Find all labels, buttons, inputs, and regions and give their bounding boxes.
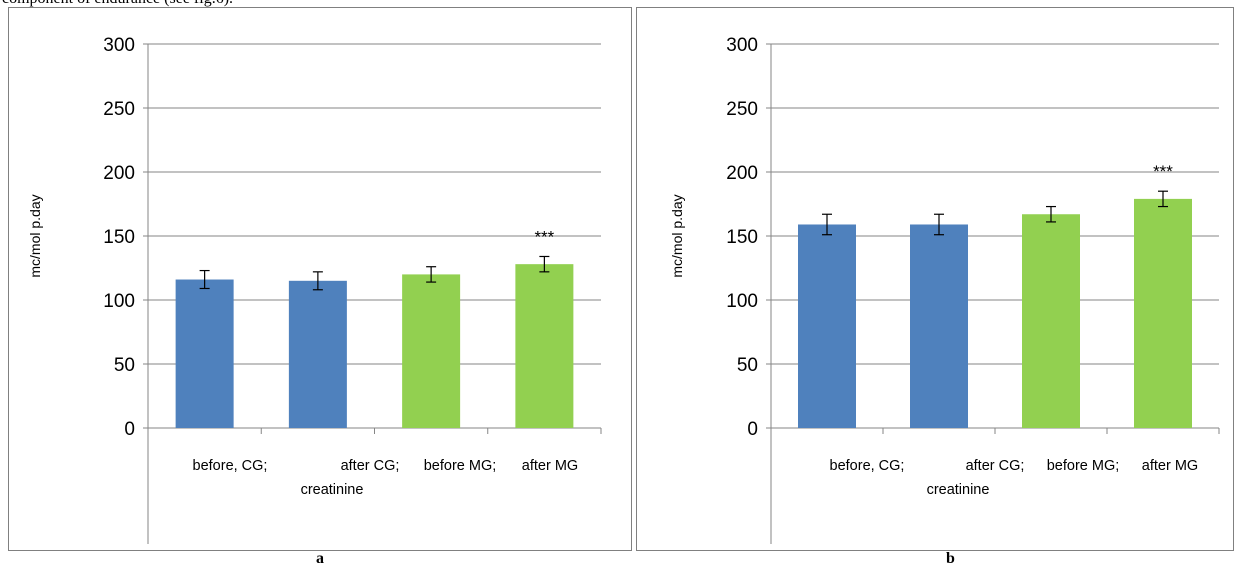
category-label: before, CG; <box>830 458 905 474</box>
panel-label-b: b <box>946 550 955 567</box>
category-label: after CG; <box>341 458 400 474</box>
y-axis-label: mc/mol p.day <box>27 194 43 277</box>
y-tick-label: 250 <box>726 99 758 120</box>
category-label: after CG; <box>966 458 1025 474</box>
category-label: after MG <box>1142 458 1198 474</box>
significance-annotation: *** <box>1153 162 1173 181</box>
y-tick-label: 50 <box>737 355 758 376</box>
category-label: after MG <box>522 458 578 474</box>
y-tick-label: 100 <box>726 291 758 312</box>
bar-1 <box>175 279 234 428</box>
x-axis-label: creatinine <box>927 482 990 498</box>
y-tick-label: 150 <box>103 227 135 248</box>
bar-1 <box>798 224 856 428</box>
y-tick-label: 50 <box>114 355 135 376</box>
category-label: before, CG; <box>193 458 268 474</box>
y-tick-label: 0 <box>124 419 135 440</box>
intro-text-fragment: component of endurance (see fig.6). <box>2 0 233 8</box>
bar-4 <box>515 264 574 428</box>
y-tick-label: 0 <box>747 419 758 440</box>
y-tick-label: 200 <box>726 163 758 184</box>
bar-2 <box>910 224 968 428</box>
panel-border <box>8 7 632 551</box>
category-label: before MG; <box>424 458 497 474</box>
category-label: before MG; <box>1047 458 1120 474</box>
y-tick-label: 250 <box>103 99 135 120</box>
bar-2 <box>288 280 347 428</box>
panel-label-a: a <box>316 550 324 567</box>
significance-annotation: *** <box>534 227 554 246</box>
chart-panel-a: 0 50 100 150 200 250 300 mc/mol p.day *** before,… <box>8 7 632 551</box>
chart-panel-b: 0 50 100 150 200 250 300 mc/mol p.day *** before,… <box>636 7 1234 551</box>
y-axis-label: mc/mol p.day <box>669 194 685 277</box>
y-tick-label: 300 <box>103 35 135 56</box>
x-axis-label: creatinine <box>301 482 364 498</box>
y-tick-label: 100 <box>103 291 135 312</box>
y-tick-label: 200 <box>103 163 135 184</box>
y-tick-label: 150 <box>726 227 758 248</box>
bar-3 <box>1022 214 1080 428</box>
y-tick-label: 300 <box>726 35 758 56</box>
bar-4 <box>1134 198 1192 428</box>
bar-3 <box>402 274 461 428</box>
